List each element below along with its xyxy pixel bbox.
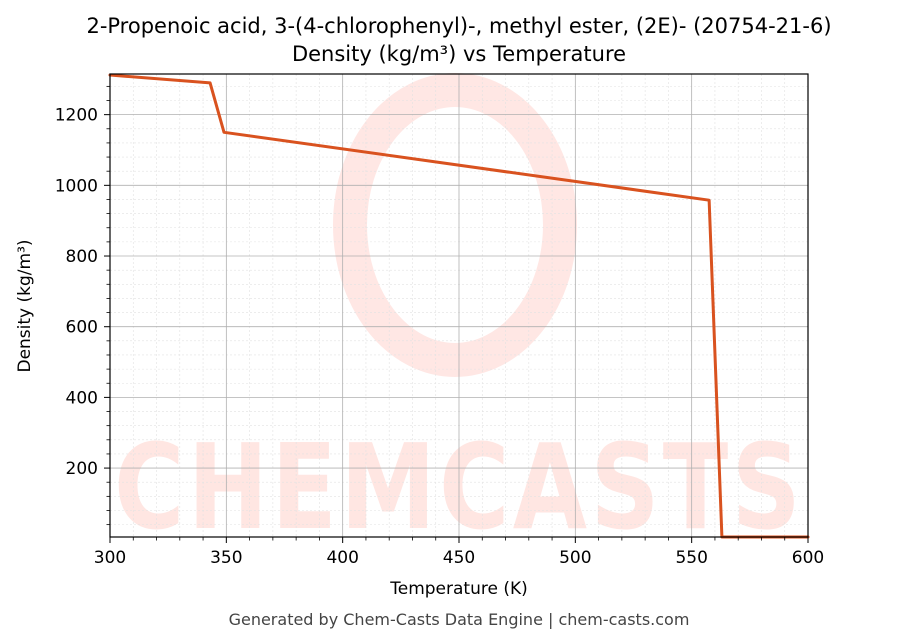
footer-credit: Generated by Chem-Casts Data Engine | ch…	[229, 610, 690, 629]
y-tick-label: 600	[66, 318, 98, 338]
x-tick-label: 300	[94, 548, 126, 568]
y-tick-label: 1000	[55, 176, 98, 196]
y-axis: 200 400 600 800 1000 1200	[55, 85, 110, 526]
y-tick-label: 200	[66, 459, 98, 479]
y-tick-label: 800	[66, 247, 98, 267]
x-tick-label: 450	[443, 548, 475, 568]
watermark-logo-ring	[333, 73, 577, 377]
x-axis-label: Temperature (K)	[389, 579, 528, 599]
y-axis-label: Density (kg/m³)	[15, 239, 35, 372]
x-tick-label: 550	[675, 548, 707, 568]
chart-title: 2-Propenoic acid, 3-(4-chlorophenyl)-, m…	[86, 14, 831, 38]
y-tick-label: 400	[66, 388, 98, 408]
y-tick-label: 1200	[55, 106, 98, 126]
x-tick-label: 350	[210, 548, 242, 568]
watermark: CHEMCASTS	[114, 73, 804, 556]
x-tick-label: 400	[326, 548, 358, 568]
chart-subtitle: Density (kg/m³) vs Temperature	[292, 42, 626, 66]
x-tick-label: 500	[559, 548, 591, 568]
watermark-text: CHEMCASTS	[114, 418, 804, 556]
x-tick-label: 600	[792, 548, 824, 568]
x-axis: 300 350 400 450 500 550 600	[94, 537, 824, 568]
